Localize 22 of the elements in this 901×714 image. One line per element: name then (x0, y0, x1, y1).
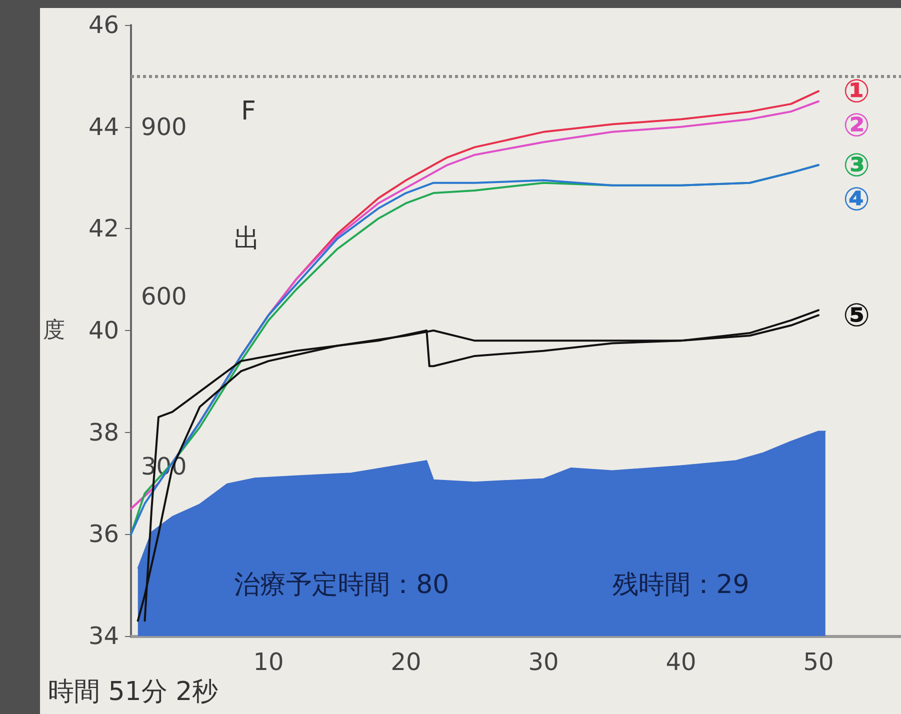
annotation: 残時間：29 (612, 570, 750, 600)
x-tick-label: 20 (390, 648, 422, 676)
y-tick-label: 38 (88, 418, 119, 446)
annotation: 出 (234, 224, 260, 254)
y-tick-label: 46 (88, 11, 119, 39)
x-tick-label: 10 (253, 648, 284, 676)
y-tick-label: 42 (88, 214, 119, 243)
annotation: 治療予定時間：80 (234, 570, 450, 600)
x-tick-label: 30 (528, 648, 559, 676)
x-tick-label: 50 (803, 648, 834, 676)
y-tick-label: 36 (88, 520, 119, 548)
y-tick-label: 44 (88, 112, 119, 141)
y-tick-label: 40 (88, 316, 119, 344)
y2-tick-label: 900 (141, 112, 187, 141)
y-axis-title: 度 (43, 318, 65, 343)
series-label: ⑤ (843, 296, 870, 334)
x-tick-label: 40 (666, 648, 696, 676)
annotation: F (241, 96, 256, 127)
line-series (130, 164, 820, 536)
text: 時間 51分 2秒 (48, 677, 218, 707)
y-tick-label: 34 (88, 622, 119, 650)
y2-tick-label: 600 (141, 282, 187, 311)
